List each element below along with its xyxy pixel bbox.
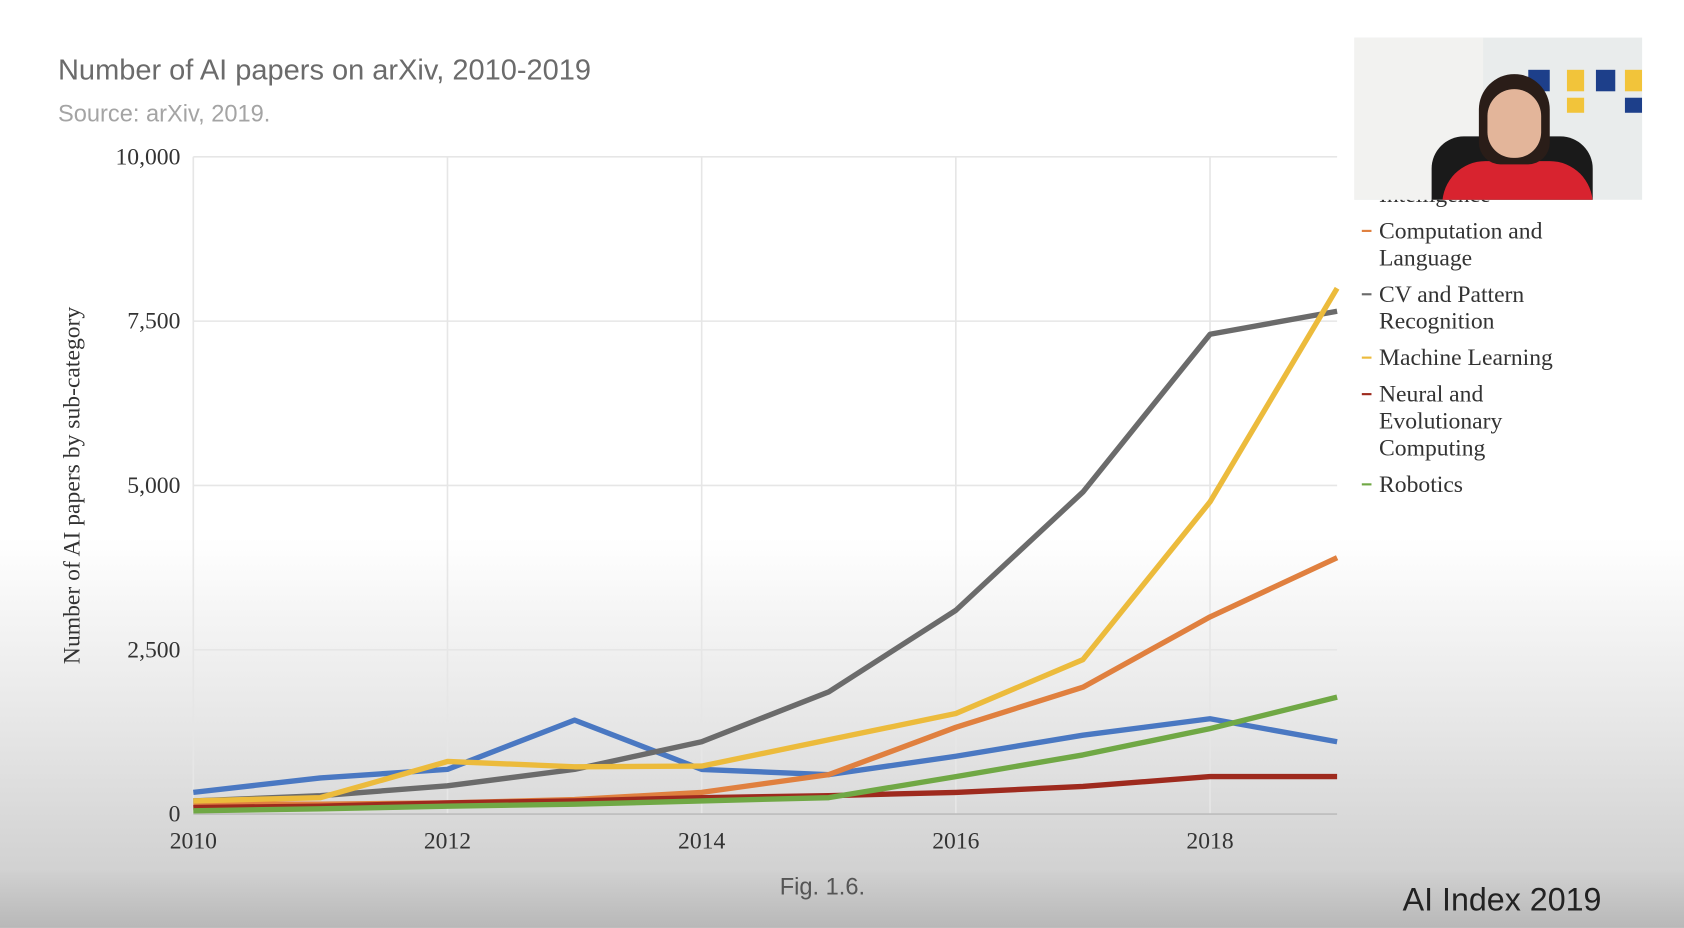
wall-deco	[1595, 69, 1616, 92]
series-line	[193, 308, 1338, 804]
wall-deco	[1624, 97, 1643, 113]
legend-swatch	[1361, 393, 1372, 396]
legend-item: Robotics	[1360, 470, 1583, 497]
legend-label: CV and Pattern Recognition	[1378, 280, 1525, 335]
legend-swatch	[1361, 293, 1372, 296]
legend-item: Machine Learning	[1360, 344, 1583, 371]
webcam	[1354, 37, 1643, 200]
y-tick-label: 5,000	[127, 473, 180, 499]
series-line	[193, 555, 1339, 807]
x-tick-label: 2018	[1186, 828, 1233, 854]
y-tick-label: 2,500	[127, 637, 180, 663]
legend-swatch	[1361, 483, 1372, 486]
legend-label: Computation and Language	[1378, 216, 1543, 271]
x-tick-label: 2012	[424, 828, 471, 854]
legend-item: Neural and Evolutionary Computing	[1360, 380, 1583, 461]
series-line	[193, 716, 1338, 796]
chart-subtitle: Source: arXiv, 2019.	[57, 99, 271, 127]
legend-item: CV and Pattern Recognition	[1360, 280, 1583, 334]
legend-label: Robotics	[1378, 470, 1464, 498]
wall-deco	[1566, 97, 1585, 113]
legend-item: Computation and Language	[1360, 217, 1583, 271]
face	[1487, 89, 1542, 158]
footer-bar	[0, 872, 1684, 928]
series-line	[193, 286, 1340, 804]
shirt	[1442, 161, 1593, 200]
x-tick-label: 2016	[932, 828, 979, 854]
x-tick-label: 2014	[678, 828, 725, 854]
brand: AI Index 2019	[1402, 882, 1602, 919]
series-line	[193, 694, 1338, 814]
y-axis-label: Number of AI papers by sub-category	[59, 307, 85, 665]
wall-deco	[1624, 69, 1643, 92]
x-tick-label: 2010	[170, 828, 217, 854]
legend-label: Machine Learning	[1378, 343, 1553, 371]
y-tick-label: 7,500	[127, 309, 180, 335]
chart-title: Number of AI papers on arXiv, 2010-2019	[57, 53, 592, 86]
y-tick-label: 0	[169, 802, 181, 828]
legend-label: Neural and Evolutionary Computing	[1378, 380, 1503, 461]
y-tick-label: 10,000	[115, 144, 180, 170]
legend-swatch	[1361, 356, 1372, 359]
caption: Fig. 1.6.	[779, 873, 866, 900]
wall-deco	[1566, 69, 1585, 92]
legend-swatch	[1361, 229, 1372, 232]
